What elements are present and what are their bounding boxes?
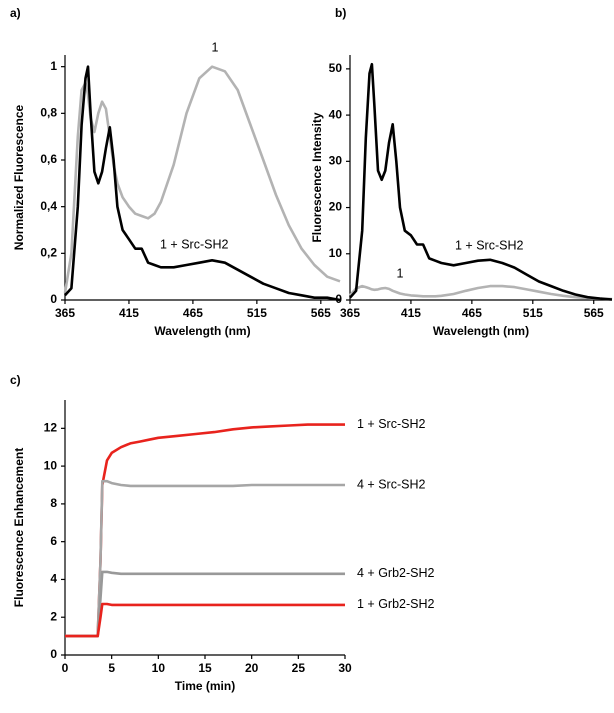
x-tick-label: 415 xyxy=(119,306,139,320)
series-label: 1 + Src-SH2 xyxy=(160,237,228,251)
y-axis-title: Fluorescence Enhancement xyxy=(12,448,26,607)
series-label: 1 + Src-SH2 xyxy=(357,417,425,431)
y-tick-label: 30 xyxy=(329,153,343,167)
x-tick-label: 30 xyxy=(338,661,352,675)
y-tick-label: 2 xyxy=(50,609,57,623)
y-tick-label: 10 xyxy=(44,458,58,472)
y-tick-label: 40 xyxy=(329,107,343,121)
x-tick-label: 10 xyxy=(152,661,166,675)
series-label: 4 + Src-SH2 xyxy=(357,477,425,491)
y-tick-label: 0,6 xyxy=(40,152,57,166)
series-label: 4 + Grb2-SH2 xyxy=(357,566,435,580)
y-tick-label: 12 xyxy=(44,421,58,435)
x-tick-label: 515 xyxy=(523,306,543,320)
series-label: 1 + Grb2-SH2 xyxy=(357,597,435,611)
y-tick-label: 0,2 xyxy=(40,246,57,260)
y-tick-label: 6 xyxy=(50,534,57,548)
data-line xyxy=(63,65,341,294)
x-tick-label: 515 xyxy=(247,306,267,320)
y-tick-label: 1 xyxy=(50,59,57,73)
x-axis-title: Time (min) xyxy=(175,679,235,693)
y-tick-label: 0 xyxy=(335,292,342,306)
y-tick-label: 10 xyxy=(329,246,343,260)
y-tick-label: 0 xyxy=(50,292,57,306)
x-tick-label: 0 xyxy=(62,661,69,675)
x-tick-label: 465 xyxy=(183,306,203,320)
y-tick-label: 0,4 xyxy=(40,199,57,213)
data-line xyxy=(64,65,341,302)
y-tick-label: 50 xyxy=(329,61,343,75)
data-line xyxy=(65,602,345,638)
x-tick-label: 415 xyxy=(401,306,421,320)
data-line xyxy=(349,284,613,301)
x-tick-label: 5 xyxy=(108,661,115,675)
data-line xyxy=(349,62,613,301)
x-tick-label: 565 xyxy=(584,306,604,320)
y-tick-label: 8 xyxy=(50,496,57,510)
panel-label: b) xyxy=(335,6,346,20)
x-tick-label: 365 xyxy=(55,306,75,320)
x-tick-label: 365 xyxy=(340,306,360,320)
x-axis-title: Wavelength (nm) xyxy=(433,324,529,338)
x-axis-title: Wavelength (nm) xyxy=(154,324,250,338)
panel-label: a) xyxy=(10,6,21,20)
y-tick-label: 20 xyxy=(329,200,343,214)
y-tick-label: 4 xyxy=(50,572,57,586)
x-tick-label: 20 xyxy=(245,661,259,675)
y-tick-label: 0,8 xyxy=(40,106,57,120)
x-tick-label: 465 xyxy=(462,306,482,320)
panel-label: c) xyxy=(10,373,21,387)
data-line xyxy=(65,479,345,638)
series-label: 1 xyxy=(397,266,404,280)
x-tick-label: 25 xyxy=(292,661,306,675)
series-label: 1 xyxy=(212,40,219,54)
y-tick-label: 0 xyxy=(50,647,57,661)
x-tick-label: 15 xyxy=(198,661,212,675)
x-tick-label: 565 xyxy=(311,306,331,320)
y-axis-title: Fluorescence Intensity xyxy=(310,112,324,242)
series-label: 1 + Src-SH2 xyxy=(455,238,523,252)
y-axis-title: Normalized Fluorescence xyxy=(12,104,26,250)
